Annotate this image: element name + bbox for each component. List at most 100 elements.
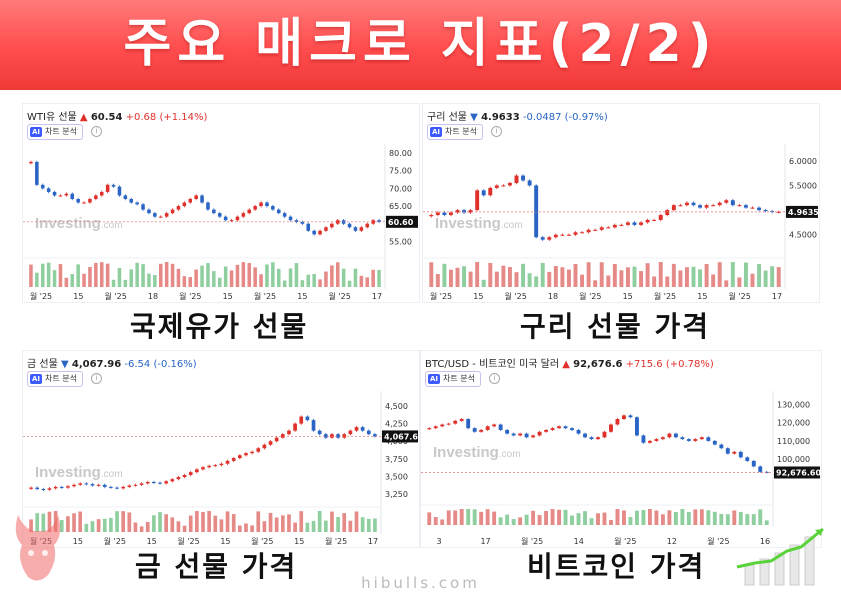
copper-chart[interactable]: Investing.com6.00005.50005.00004.50004.9… xyxy=(423,104,819,302)
x-tick-label: 월 '25 xyxy=(329,291,351,301)
volume-bar xyxy=(141,264,145,287)
candle-body xyxy=(667,433,672,438)
candle-body xyxy=(188,199,193,203)
btc-instrument-name: BTC/USD - 비트코인 미국 달러 xyxy=(425,359,560,370)
candle-body xyxy=(207,465,211,468)
candle-body xyxy=(377,220,381,222)
ai-button-label: 차트 분석 xyxy=(45,374,78,383)
info-icon[interactable]: i xyxy=(91,126,102,137)
volume-bar xyxy=(446,510,451,525)
volume-bar xyxy=(299,511,304,532)
volume-bar xyxy=(123,279,128,287)
candle-body xyxy=(170,209,175,214)
candle-body xyxy=(123,195,128,199)
copper-instrument-name: 구리 선물 xyxy=(427,112,467,123)
candle-body xyxy=(250,451,254,454)
candle-body xyxy=(665,210,670,216)
last-price-label-bg xyxy=(774,466,820,479)
candle-body xyxy=(305,416,310,421)
candle-body xyxy=(259,202,263,207)
volume-bar xyxy=(35,272,39,287)
volume-bar xyxy=(64,277,69,287)
up-arrow-icon: ▲ xyxy=(79,112,88,123)
candle-body xyxy=(109,486,113,488)
volume-bar xyxy=(176,521,181,532)
candle-body xyxy=(619,224,624,226)
volume-bar xyxy=(724,280,729,287)
x-tick-label: 15 xyxy=(220,537,230,546)
candle-body xyxy=(699,437,704,440)
candle-body xyxy=(318,230,322,235)
gold-ai-analysis-button[interactable]: AI 차트 분석 xyxy=(27,371,84,387)
candle-body xyxy=(133,484,138,486)
volume-bar xyxy=(66,516,70,532)
volume-bar xyxy=(563,509,568,525)
investing-watermark: Investing.com xyxy=(435,215,523,232)
info-icon[interactable]: i xyxy=(91,373,102,384)
candle-body xyxy=(566,234,571,236)
volume-bar xyxy=(366,518,371,532)
candle-body xyxy=(170,479,175,482)
y-tick-label: 5.5000 xyxy=(789,181,817,190)
x-tick-label: 15 xyxy=(147,537,157,546)
volume-bar xyxy=(336,517,340,532)
candle-body xyxy=(306,223,311,231)
candle-body xyxy=(448,212,453,216)
btc-chart[interactable]: Investing.com 130,000 120,000 110,000 100,00… xyxy=(421,351,821,547)
volume-bar xyxy=(282,280,287,287)
volume-bar xyxy=(472,509,477,525)
volume-bar xyxy=(164,262,169,287)
candle-body xyxy=(573,232,578,235)
y-tick-label: 80.00 xyxy=(389,149,412,158)
oil-chart[interactable]: Investing.com80.0075.0070.0065.0060.0055… xyxy=(23,104,419,302)
volume-bar xyxy=(41,513,46,532)
volume-bar xyxy=(557,509,562,525)
gold-chart[interactable]: Investing.com4,5004,2504,0003,7503,5003,… xyxy=(23,351,419,547)
y-tick-label: 55.00 xyxy=(389,237,412,246)
y-tick-label: 4,250 xyxy=(385,420,408,429)
volume-bar xyxy=(84,523,89,532)
candle-body xyxy=(738,451,743,458)
volume-bar xyxy=(109,517,113,532)
info-icon[interactable]: i xyxy=(491,126,502,137)
x-tick-label: 15 xyxy=(223,292,233,301)
volume-bar xyxy=(429,262,434,287)
volume-bar xyxy=(217,277,222,287)
oil-ai-analysis-button[interactable]: AI 차트 분석 xyxy=(27,124,84,140)
volume-bar xyxy=(658,262,663,287)
candle-body xyxy=(433,426,438,429)
volume-bar xyxy=(188,515,193,532)
y-tick-label: 3,750 xyxy=(385,455,408,464)
volume-bar xyxy=(462,266,467,287)
candle-body xyxy=(427,428,432,430)
volume-bar xyxy=(466,509,471,525)
candle-body xyxy=(35,161,39,185)
volume-bar xyxy=(133,522,138,532)
last-price-label-bg xyxy=(386,215,418,228)
volume-bar xyxy=(573,263,578,287)
volume-bar xyxy=(99,262,104,287)
candle-body xyxy=(102,484,107,487)
volume-bar xyxy=(751,514,756,525)
candle-body xyxy=(147,209,151,214)
candle-body xyxy=(583,433,587,438)
candle-body xyxy=(593,229,598,231)
candle-body xyxy=(647,440,652,443)
candle-body xyxy=(660,437,665,440)
volume-bar xyxy=(90,521,95,532)
candle-body xyxy=(176,206,181,210)
volume-bar xyxy=(127,512,132,532)
watermark-suffix: .com xyxy=(101,469,123,480)
ai-button-label: 차트 분석 xyxy=(443,374,476,383)
candle-body xyxy=(111,184,116,187)
btc-ai-analysis-button[interactable]: AI 차트 분석 xyxy=(425,371,482,387)
volume-bar xyxy=(353,268,358,287)
volume-bar xyxy=(294,263,299,287)
info-icon[interactable]: i xyxy=(489,373,500,384)
volume-bar xyxy=(680,509,685,525)
gold-instrument-name: 금 선물 xyxy=(27,359,58,370)
volume-bar xyxy=(435,274,440,287)
volume-bar xyxy=(622,510,626,525)
candle-body xyxy=(40,184,45,189)
copper-ai-analysis-button[interactable]: AI 차트 분석 xyxy=(427,124,484,140)
